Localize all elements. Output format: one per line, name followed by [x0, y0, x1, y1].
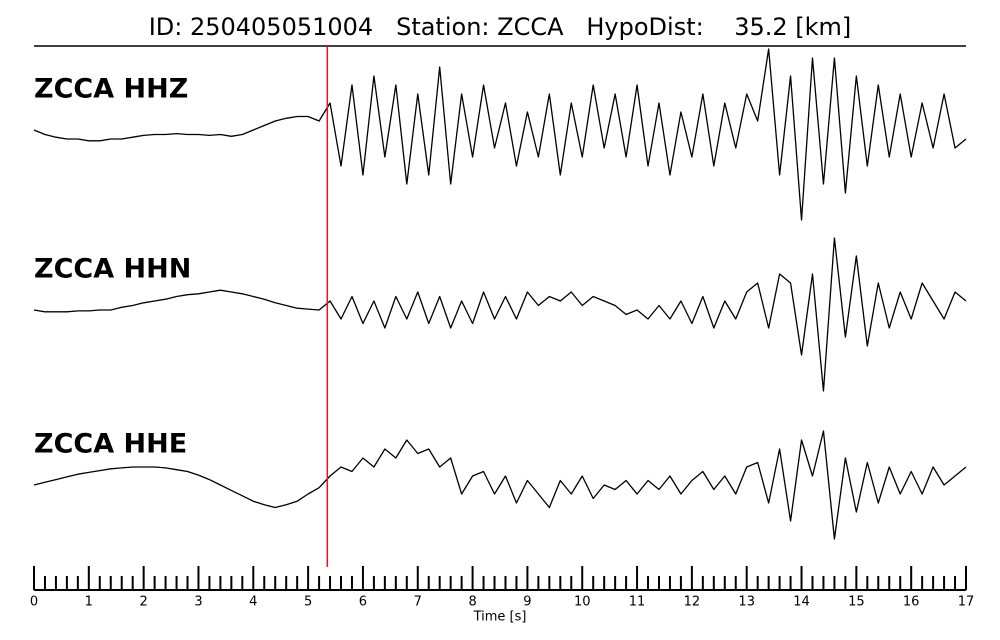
x-tick-label: 2 [140, 595, 148, 610]
x-tick-label: 9 [523, 595, 531, 610]
x-tick-label: 17 [958, 595, 975, 610]
x-tick-label: 8 [468, 595, 476, 610]
x-axis-label: Time [s] [473, 610, 527, 625]
chart-title: ID: 250405051004 Station: ZCCA HypoDist:… [149, 13, 852, 41]
x-tick-label: 6 [359, 595, 367, 610]
x-tick-label: 16 [903, 595, 920, 610]
waveform [33, 430, 967, 540]
trace-label: ZCCA HHE [34, 429, 187, 460]
trace-label: ZCCA HHN [34, 254, 191, 285]
x-tick-label: 7 [414, 595, 422, 610]
x-tick-label: 0 [30, 595, 38, 610]
x-tick-label: 13 [738, 595, 755, 610]
x-tick-label: 1 [85, 595, 93, 610]
x-tick-label: 14 [793, 595, 810, 610]
waveform [33, 237, 967, 392]
x-tick-label: 5 [304, 595, 312, 610]
x-tick-label: 10 [574, 595, 591, 610]
x-tick-label: 3 [194, 595, 202, 610]
x-tick-label: 15 [848, 595, 865, 610]
waveform [33, 48, 967, 221]
x-tick-label: 11 [629, 595, 646, 610]
trace-label: ZCCA HHZ [34, 74, 188, 105]
x-tick-label: 4 [249, 595, 257, 610]
x-tick-label: 12 [684, 595, 701, 610]
